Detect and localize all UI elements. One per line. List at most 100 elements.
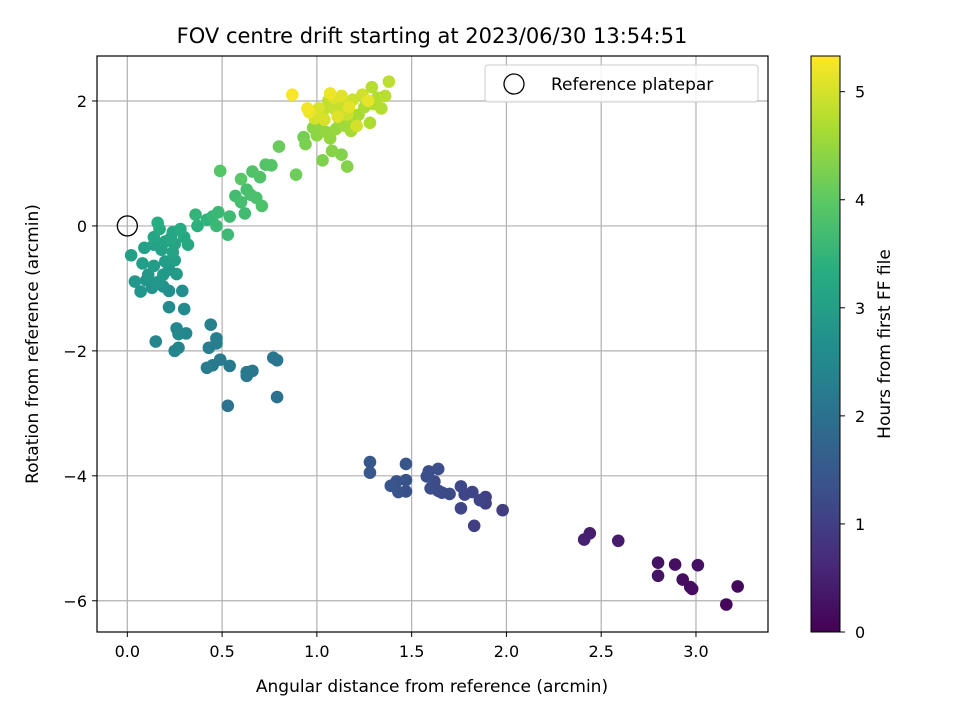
y-tick-label: −4 bbox=[63, 467, 87, 486]
reference-point bbox=[116, 215, 138, 237]
data-point bbox=[134, 285, 147, 298]
data-point bbox=[285, 88, 299, 102]
data-point bbox=[175, 284, 189, 298]
data-point bbox=[266, 351, 280, 365]
x-tick-label: 0.0 bbox=[115, 642, 140, 661]
y-tick-label: −6 bbox=[63, 592, 87, 611]
legend: Reference platepar bbox=[484, 64, 759, 103]
data-point bbox=[467, 519, 481, 533]
data-point bbox=[223, 210, 236, 223]
data-point bbox=[162, 300, 176, 314]
data-point bbox=[270, 390, 284, 404]
data-point bbox=[424, 482, 437, 495]
data-point bbox=[363, 116, 377, 130]
data-point bbox=[299, 137, 312, 151]
data-point bbox=[189, 208, 202, 221]
data-point bbox=[378, 89, 392, 103]
data-point bbox=[174, 222, 187, 236]
x-axis-ticks: 0.0 0.5 1.0 1.5 2.0 2.5 3.0 bbox=[115, 632, 709, 661]
data-point bbox=[651, 569, 665, 583]
data-point bbox=[158, 255, 172, 268]
y-tick-label: −2 bbox=[63, 342, 87, 361]
data-point bbox=[223, 359, 236, 373]
y-tick-label: 2 bbox=[77, 92, 87, 111]
data-point bbox=[676, 573, 690, 586]
data-point bbox=[335, 148, 348, 162]
x-axis-label: Angular distance from reference (arcmin) bbox=[256, 677, 608, 697]
data-point bbox=[238, 207, 252, 220]
legend-entry: Reference platepar bbox=[551, 75, 713, 95]
data-point bbox=[496, 503, 509, 517]
data-point bbox=[365, 80, 379, 94]
colorbar-label: Hours from first FF file bbox=[875, 249, 895, 439]
colorbar-tick-label: 2 bbox=[855, 407, 865, 426]
data-point bbox=[221, 399, 235, 413]
data-point bbox=[473, 493, 487, 507]
data-point bbox=[272, 140, 286, 153]
y-tick-label: 0 bbox=[77, 217, 87, 236]
data-point bbox=[265, 159, 278, 172]
data-point bbox=[310, 129, 324, 142]
chart-title: FOV centre drift starting at 2023/06/30 … bbox=[177, 24, 688, 48]
colorbar-tick-label: 1 bbox=[855, 515, 865, 534]
colorbar-tick-label: 5 bbox=[855, 83, 865, 102]
x-tick-label: 3.0 bbox=[683, 642, 708, 661]
data-point bbox=[212, 205, 225, 219]
plot-frame bbox=[96, 55, 769, 633]
data-point bbox=[204, 318, 218, 331]
data-point bbox=[128, 275, 142, 288]
colorbar-ticks: 0 1 2 3 4 5 bbox=[840, 83, 865, 642]
data-point bbox=[363, 455, 377, 469]
x-tick-label: 2.0 bbox=[494, 642, 519, 661]
data-point bbox=[301, 102, 314, 115]
data-point bbox=[331, 110, 345, 123]
data-point bbox=[151, 216, 164, 230]
y-axis-label: Rotation from reference (arcmin) bbox=[23, 204, 43, 484]
data-point bbox=[318, 113, 331, 127]
data-point bbox=[147, 259, 161, 273]
data-point bbox=[124, 248, 138, 262]
colorbar-tick-label: 3 bbox=[855, 299, 865, 318]
data-point bbox=[325, 144, 339, 158]
data-point bbox=[323, 87, 337, 100]
data-point bbox=[651, 556, 665, 569]
data-point bbox=[255, 199, 269, 213]
data-point bbox=[221, 228, 235, 241]
grid bbox=[97, 56, 768, 632]
data-point bbox=[312, 102, 326, 115]
x-tick-label: 2.5 bbox=[588, 642, 613, 661]
data-point bbox=[177, 302, 191, 316]
x-tick-label: 0.5 bbox=[209, 642, 234, 661]
data-point bbox=[342, 100, 356, 114]
data-point bbox=[399, 457, 413, 471]
data-point bbox=[149, 335, 163, 348]
data-point bbox=[289, 168, 303, 181]
data-point bbox=[340, 160, 354, 173]
data-point bbox=[170, 267, 183, 281]
data-point bbox=[731, 580, 744, 593]
data-point bbox=[172, 327, 185, 341]
data-point bbox=[399, 473, 413, 487]
reference-marker bbox=[116, 215, 138, 237]
data-point bbox=[361, 94, 375, 108]
legend-box bbox=[484, 64, 759, 103]
data-point bbox=[382, 75, 396, 88]
data-point bbox=[335, 89, 348, 103]
data-point bbox=[181, 238, 195, 251]
data-point bbox=[234, 172, 248, 186]
legend-marker-icon bbox=[503, 73, 525, 95]
data-point bbox=[172, 341, 185, 355]
data-point bbox=[210, 219, 223, 233]
colorbar bbox=[810, 55, 841, 633]
data-point bbox=[136, 257, 149, 270]
x-tick-label: 1.5 bbox=[399, 642, 424, 661]
colorbar-tick-label: 4 bbox=[855, 191, 865, 210]
data-point bbox=[577, 533, 591, 546]
data-point bbox=[668, 558, 682, 571]
data-point bbox=[210, 332, 223, 345]
data-point bbox=[234, 195, 248, 209]
data-point bbox=[719, 598, 733, 611]
data-point bbox=[253, 170, 267, 184]
colorbar-tick-label: 0 bbox=[855, 623, 865, 642]
